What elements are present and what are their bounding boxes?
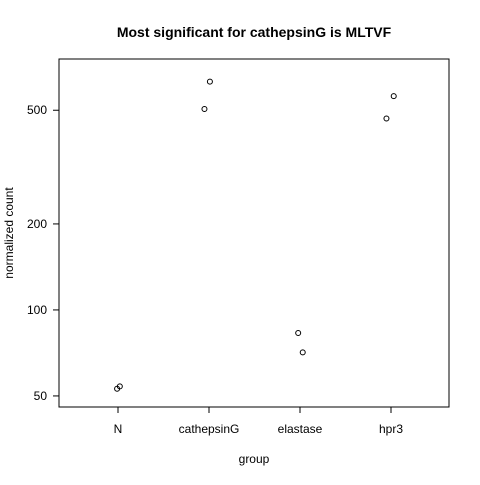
x-tick-label-elastase: elastase xyxy=(278,422,323,436)
y-tick-label-500: 500 xyxy=(27,103,47,117)
y-tick-label-200: 200 xyxy=(27,217,47,231)
x-tick-label-cathepsing: cathepsinG xyxy=(179,422,240,436)
data-point-cathepsing-2 xyxy=(206,78,213,85)
y-tick-label-50: 50 xyxy=(34,389,48,403)
data-point-n-1 xyxy=(114,385,121,392)
data-point-cathepsing-3 xyxy=(201,106,208,113)
data-point-hpr3-7 xyxy=(383,115,390,122)
data-point-hpr3-6 xyxy=(390,93,397,100)
y-tick-label-100: 100 xyxy=(27,303,47,317)
x-tick-label-hpr3: hpr3 xyxy=(379,422,403,436)
y-axis: 50 100 200 500 xyxy=(27,103,59,403)
chart-title: Most significant for cathepsinG is MLTVF xyxy=(117,24,392,40)
data-point-elastase-4 xyxy=(295,330,302,337)
y-axis-label: normalized count xyxy=(2,187,16,279)
plot-frame xyxy=(58,58,450,408)
x-axis-label: group xyxy=(239,452,270,466)
x-tick-label-n: N xyxy=(114,422,123,436)
data-point-elastase-5 xyxy=(299,349,306,356)
data-points xyxy=(114,78,397,392)
